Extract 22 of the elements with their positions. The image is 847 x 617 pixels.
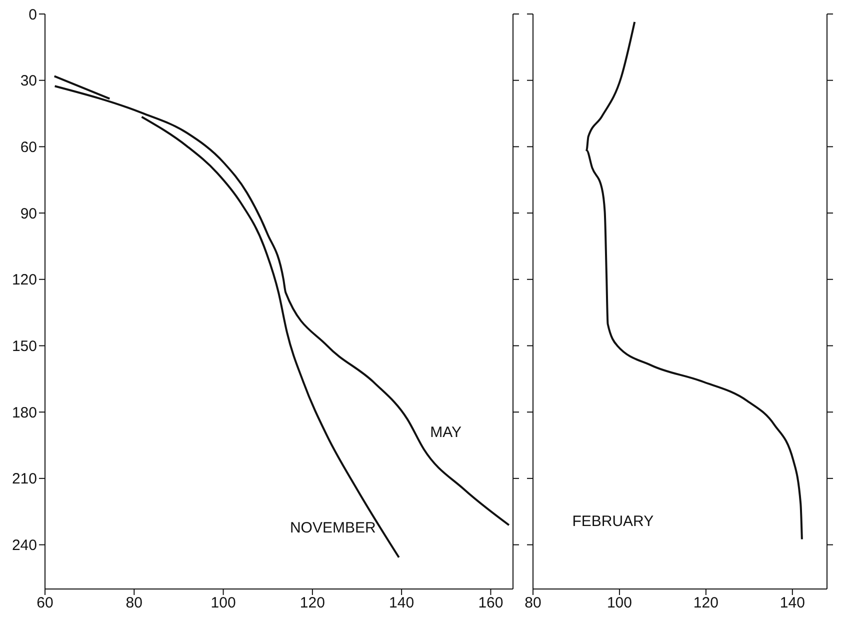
y-tick-label: 90	[20, 205, 37, 222]
y-tick-label: 120	[12, 272, 37, 289]
y-tick-label: 180	[12, 404, 37, 422]
series-label: MAY	[430, 424, 462, 442]
x-tick-label: 140	[780, 594, 805, 612]
x-tick-label: 120	[300, 594, 325, 612]
x-tick-label: 160	[478, 594, 504, 612]
y-tick-label: 210	[12, 470, 37, 488]
text: FEBRUARY	[572, 513, 654, 530]
y-tick-label: 240	[12, 537, 37, 554]
x-tick-label: 140	[389, 594, 414, 612]
x-tick-label: 120	[693, 594, 718, 612]
y-tick-label: 60	[20, 139, 37, 156]
y-tick-label: 0	[28, 6, 37, 24]
y-tick-label: 150	[12, 338, 37, 356]
y-tick-label: 30	[20, 72, 37, 90]
series-label: NOVEMBER	[290, 519, 376, 536]
x-tick-label: 80	[126, 594, 142, 612]
x-tick-label: 100	[210, 594, 236, 612]
x-tick-label: 100	[606, 594, 632, 612]
x-tick-label: 60	[36, 594, 54, 612]
x-tick-label: 80	[524, 594, 542, 612]
